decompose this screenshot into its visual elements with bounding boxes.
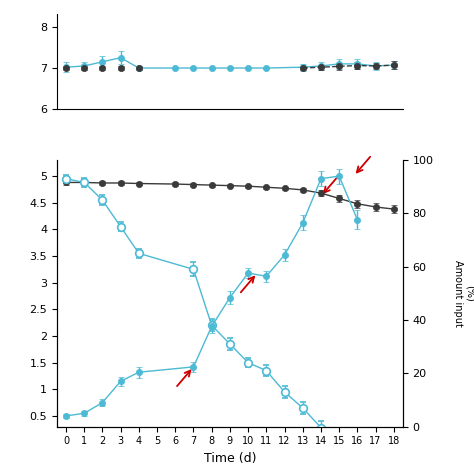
- Y-axis label: (%)
Amount input: (%) Amount input: [453, 260, 474, 327]
- X-axis label: Time (d): Time (d): [204, 452, 256, 465]
